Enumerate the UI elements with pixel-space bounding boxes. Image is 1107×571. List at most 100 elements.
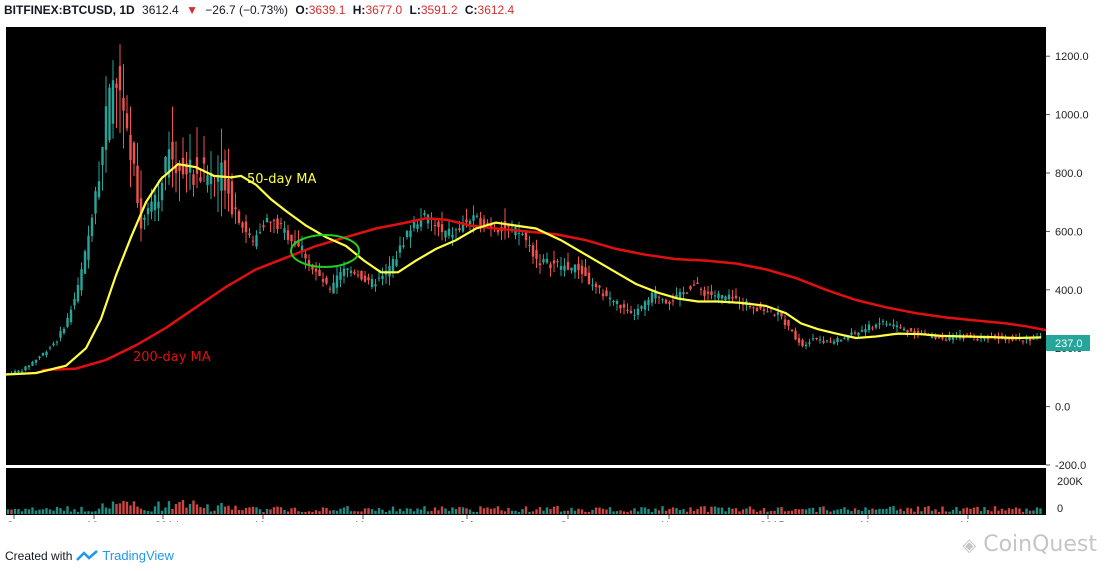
candle-body bbox=[223, 160, 227, 191]
candles bbox=[6, 44, 1042, 375]
volume-bar bbox=[783, 511, 787, 514]
candle-body bbox=[335, 275, 339, 288]
candle-body bbox=[272, 219, 276, 221]
volume-bar bbox=[426, 511, 430, 514]
volume-bar bbox=[59, 508, 62, 514]
volume-bar bbox=[678, 510, 682, 514]
candle-body bbox=[52, 343, 55, 346]
volume-bar bbox=[1032, 510, 1035, 514]
candle-body bbox=[853, 332, 857, 334]
volume-bar bbox=[111, 501, 115, 514]
candle-body bbox=[783, 319, 787, 326]
volume-bar bbox=[584, 511, 587, 514]
volume-bar bbox=[955, 507, 958, 514]
x-tick-label: Mar bbox=[255, 520, 274, 522]
volume-bar bbox=[234, 505, 237, 514]
volume-bar bbox=[87, 511, 90, 514]
symbol-name[interactable]: BITFINEX:BTCUSD, 1D bbox=[4, 3, 135, 17]
candle-body bbox=[496, 230, 500, 233]
volume-bar bbox=[45, 508, 48, 514]
candle-body bbox=[843, 337, 846, 339]
candle-body bbox=[804, 344, 808, 347]
candle-body bbox=[34, 359, 38, 363]
price-change: −26.7 (−0.73%) bbox=[205, 3, 289, 17]
candle-body bbox=[668, 301, 671, 304]
candle-body bbox=[265, 217, 269, 223]
candle-body bbox=[825, 340, 829, 342]
price-axis[interactable]: 1200.01000.0800.0600.0400.0200.00.0-200.… bbox=[1046, 51, 1089, 472]
volume-bar bbox=[867, 509, 871, 514]
volume-bar bbox=[801, 509, 804, 514]
volume-bar bbox=[1007, 508, 1011, 514]
volume-bar bbox=[829, 511, 832, 514]
candle-body bbox=[202, 157, 206, 164]
volume-bar bbox=[297, 511, 300, 514]
volume-bar bbox=[668, 508, 671, 514]
volume-bar bbox=[601, 508, 605, 514]
price-chart[interactable]: 1200.01000.0800.0600.0400.0200.00.0-200.… bbox=[0, 22, 1107, 522]
candle-body bbox=[1032, 338, 1035, 340]
time-axis[interactable]: Oct 16 2014 Mar May Jul Sep Nov 2015 Mar May bbox=[6, 515, 981, 522]
candle-body bbox=[636, 308, 640, 315]
volume-bar bbox=[762, 508, 766, 514]
volume-bar bbox=[685, 511, 689, 514]
volume-bar bbox=[171, 508, 174, 514]
volume-bar bbox=[542, 510, 545, 514]
candle-body bbox=[892, 324, 895, 327]
candle-body bbox=[370, 278, 374, 287]
candle-body bbox=[283, 228, 286, 233]
volume-bar bbox=[780, 507, 783, 514]
volume-bar bbox=[993, 506, 997, 514]
watermark: ◈ CoinQuest bbox=[962, 532, 1097, 557]
candle-body bbox=[944, 339, 948, 341]
candle-body bbox=[115, 83, 118, 88]
volume-bar bbox=[587, 511, 591, 514]
volume-bar bbox=[216, 505, 220, 514]
volume-bar bbox=[598, 507, 601, 514]
volume-bar bbox=[479, 506, 482, 514]
volume-bar bbox=[832, 510, 836, 514]
candle-body bbox=[860, 329, 864, 332]
volume-bar bbox=[556, 506, 559, 514]
candle-body bbox=[811, 338, 815, 340]
candle-body bbox=[62, 328, 66, 334]
candle-body bbox=[930, 334, 934, 338]
volume-bar bbox=[31, 507, 34, 514]
volume-bar bbox=[209, 511, 213, 514]
volume-bar bbox=[902, 511, 906, 514]
volume-tick-label: 0 bbox=[1057, 503, 1063, 515]
volume-bar bbox=[223, 506, 227, 514]
y-tick-label: 400.0 bbox=[1055, 285, 1083, 297]
candle-body bbox=[136, 165, 139, 204]
candle-body bbox=[759, 304, 762, 309]
candle-body bbox=[1021, 340, 1025, 342]
volume-bar bbox=[146, 510, 150, 514]
candle-body bbox=[535, 250, 538, 259]
candle-body bbox=[297, 240, 300, 247]
candle-body bbox=[913, 331, 916, 335]
candle-body bbox=[31, 361, 34, 366]
volume-bar bbox=[465, 508, 468, 514]
volume-bar bbox=[622, 511, 626, 514]
volume-bar bbox=[951, 509, 955, 514]
volume-bar bbox=[195, 504, 199, 514]
volume-bar bbox=[500, 510, 503, 514]
volume-bar bbox=[258, 509, 262, 514]
volume-bar bbox=[181, 500, 185, 514]
volume-bar bbox=[440, 506, 444, 514]
candle-body bbox=[829, 341, 832, 343]
candle-body bbox=[629, 310, 633, 314]
tradingview-link[interactable]: TradingView bbox=[102, 548, 174, 563]
candle-body bbox=[125, 113, 129, 129]
volume-bar bbox=[843, 507, 846, 514]
high-value: H:3677.0 bbox=[353, 3, 402, 17]
volume-bar bbox=[881, 509, 885, 514]
candle-body bbox=[598, 285, 601, 288]
volume-bar bbox=[206, 504, 209, 514]
volume-bar bbox=[528, 511, 531, 514]
candle-body bbox=[605, 290, 608, 296]
candle-body bbox=[185, 163, 188, 175]
candle-body bbox=[1028, 338, 1032, 341]
volume-bar bbox=[640, 507, 643, 514]
volume-bar bbox=[979, 511, 983, 514]
